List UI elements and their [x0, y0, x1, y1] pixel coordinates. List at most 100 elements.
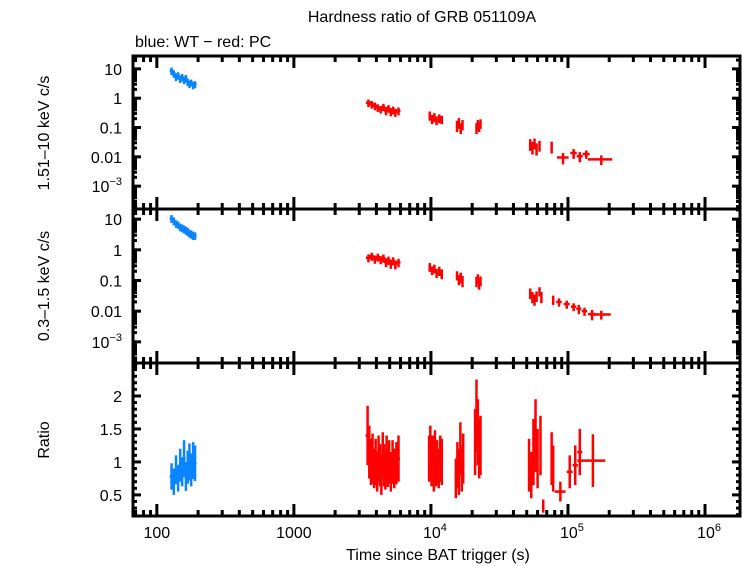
- y-tick-label: 0.01: [91, 304, 122, 321]
- panel-hard-band: 10 1 0.1 0.01 10−3 1.51–10 keV c/s: [36, 56, 740, 209]
- data-point-pc: [437, 114, 441, 124]
- data-point-pc: [428, 263, 431, 272]
- chart-subtitle: blue: WT − red: PC: [135, 34, 271, 51]
- data-point-pc: [535, 143, 538, 156]
- x-tick-label: 104: [423, 522, 447, 542]
- data-point-pc: [440, 438, 444, 486]
- data-point-pc: [435, 116, 438, 126]
- y-tick-label: 0.1: [100, 121, 122, 138]
- ylabel-ratio: Ratio: [36, 421, 53, 458]
- data-point-pc: [536, 428, 539, 489]
- data-point-pc: [396, 258, 401, 268]
- panel-frame: [131, 207, 742, 365]
- data-point-wt: [176, 72, 180, 80]
- data-point-pc: [369, 101, 375, 109]
- panel-frames: [131, 54, 742, 518]
- data-point-pc: [576, 304, 582, 315]
- data-point-pc: [396, 107, 401, 116]
- data-point-pc: [393, 260, 397, 270]
- ylabel-hard-band: 1.51–10 keV c/s: [36, 76, 53, 191]
- data-point-pc: [527, 438, 531, 492]
- data-point-pc: [378, 106, 383, 114]
- y-tick-label: 10: [104, 212, 122, 229]
- data-point-pc: [533, 294, 536, 306]
- data-point-pc: [582, 150, 590, 159]
- data-point-pc: [396, 435, 401, 482]
- data-point-pc: [554, 481, 566, 502]
- y-tick-label: 0.01: [91, 150, 122, 167]
- data-point-pc: [556, 153, 569, 165]
- data-point-pc: [457, 118, 461, 129]
- data-point-pc: [378, 256, 383, 265]
- y-tick-label: 2: [113, 389, 122, 406]
- data-point-pc: [538, 287, 541, 297]
- panel-soft-band: 10 1 0.1 0.01 10−3 0.3–1.5 keV c/s: [36, 208, 740, 363]
- data-point-pc: [375, 104, 380, 112]
- data-point-pc: [590, 310, 611, 320]
- data-point-pc: [433, 113, 436, 123]
- data-point-pc: [556, 298, 562, 307]
- data-point-pc: [455, 120, 459, 133]
- data-point-pc: [566, 455, 573, 489]
- data-point-pc: [369, 252, 375, 261]
- data-point-pc: [534, 399, 537, 472]
- data-point-pc: [365, 99, 371, 108]
- data-point-pc: [365, 254, 371, 263]
- data-point-pc: [430, 266, 434, 276]
- data-point-pc: [563, 300, 570, 309]
- x-tick-labels: 100 1000 104 105 106: [143, 522, 720, 542]
- data-point-pc: [461, 275, 464, 288]
- y-tick-label: 10: [104, 62, 122, 79]
- ylabel-soft-band: 0.3–1.5 keV c/s: [36, 231, 53, 341]
- data-point-pc: [461, 120, 464, 131]
- data-point-pc: [530, 452, 533, 499]
- data-point-pc: [551, 295, 555, 305]
- data-point-pc: [461, 433, 465, 484]
- data-point-pc: [570, 148, 577, 159]
- data-point-pc: [440, 269, 444, 280]
- x-tick-label: 106: [697, 522, 721, 542]
- data-point-pc: [372, 255, 378, 264]
- data-point-pc: [541, 499, 545, 513]
- x-tick-label: 105: [560, 522, 584, 542]
- y-tick-label: 0.5: [100, 488, 122, 505]
- data-point-pc: [576, 152, 583, 163]
- data-point-wt: [193, 232, 197, 240]
- data-point-pc: [435, 268, 438, 279]
- y-tick-label: 1: [113, 455, 122, 472]
- data-point-pc: [381, 254, 386, 263]
- data-point-pc: [433, 264, 436, 274]
- chart-title: Hardness ratio of GRB 051109A: [308, 9, 537, 26]
- data-point-pc: [539, 415, 542, 476]
- data-point-pc: [528, 288, 532, 299]
- data-point-pc: [587, 155, 613, 166]
- data-point-pc: [437, 266, 441, 276]
- x-tick-label: 1000: [276, 525, 312, 542]
- data-point-pc: [479, 276, 482, 287]
- data-point-wt: [193, 81, 197, 89]
- y-tick-label: 1: [113, 243, 122, 260]
- data-point-pc: [372, 102, 378, 111]
- data-point-pc: [533, 138, 536, 150]
- y-tick-label: 0.1: [100, 273, 122, 290]
- data-point-wt: [184, 74, 188, 83]
- x-axis-label: Time since BAT trigger (s): [346, 547, 530, 564]
- x-tick-label: 100: [143, 525, 170, 542]
- y-tick-label: 10−3: [92, 332, 122, 352]
- data-point-pc: [528, 139, 532, 151]
- panel-frame: [131, 54, 742, 211]
- data-point-pc: [550, 141, 553, 154]
- data-point-pc: [455, 271, 459, 281]
- data-point-pc: [577, 428, 583, 476]
- data-point-pc: [476, 274, 480, 284]
- data-point-pc: [430, 114, 434, 125]
- data-point-pc: [570, 303, 577, 312]
- data-point-pc: [538, 140, 541, 152]
- data-point-pc: [479, 415, 482, 476]
- y-tick-label: 10−3: [92, 176, 122, 196]
- data-point-wt: [182, 440, 186, 478]
- data-point-pc: [535, 291, 538, 302]
- data-point-pc: [440, 115, 444, 125]
- panel-frame: [131, 361, 742, 518]
